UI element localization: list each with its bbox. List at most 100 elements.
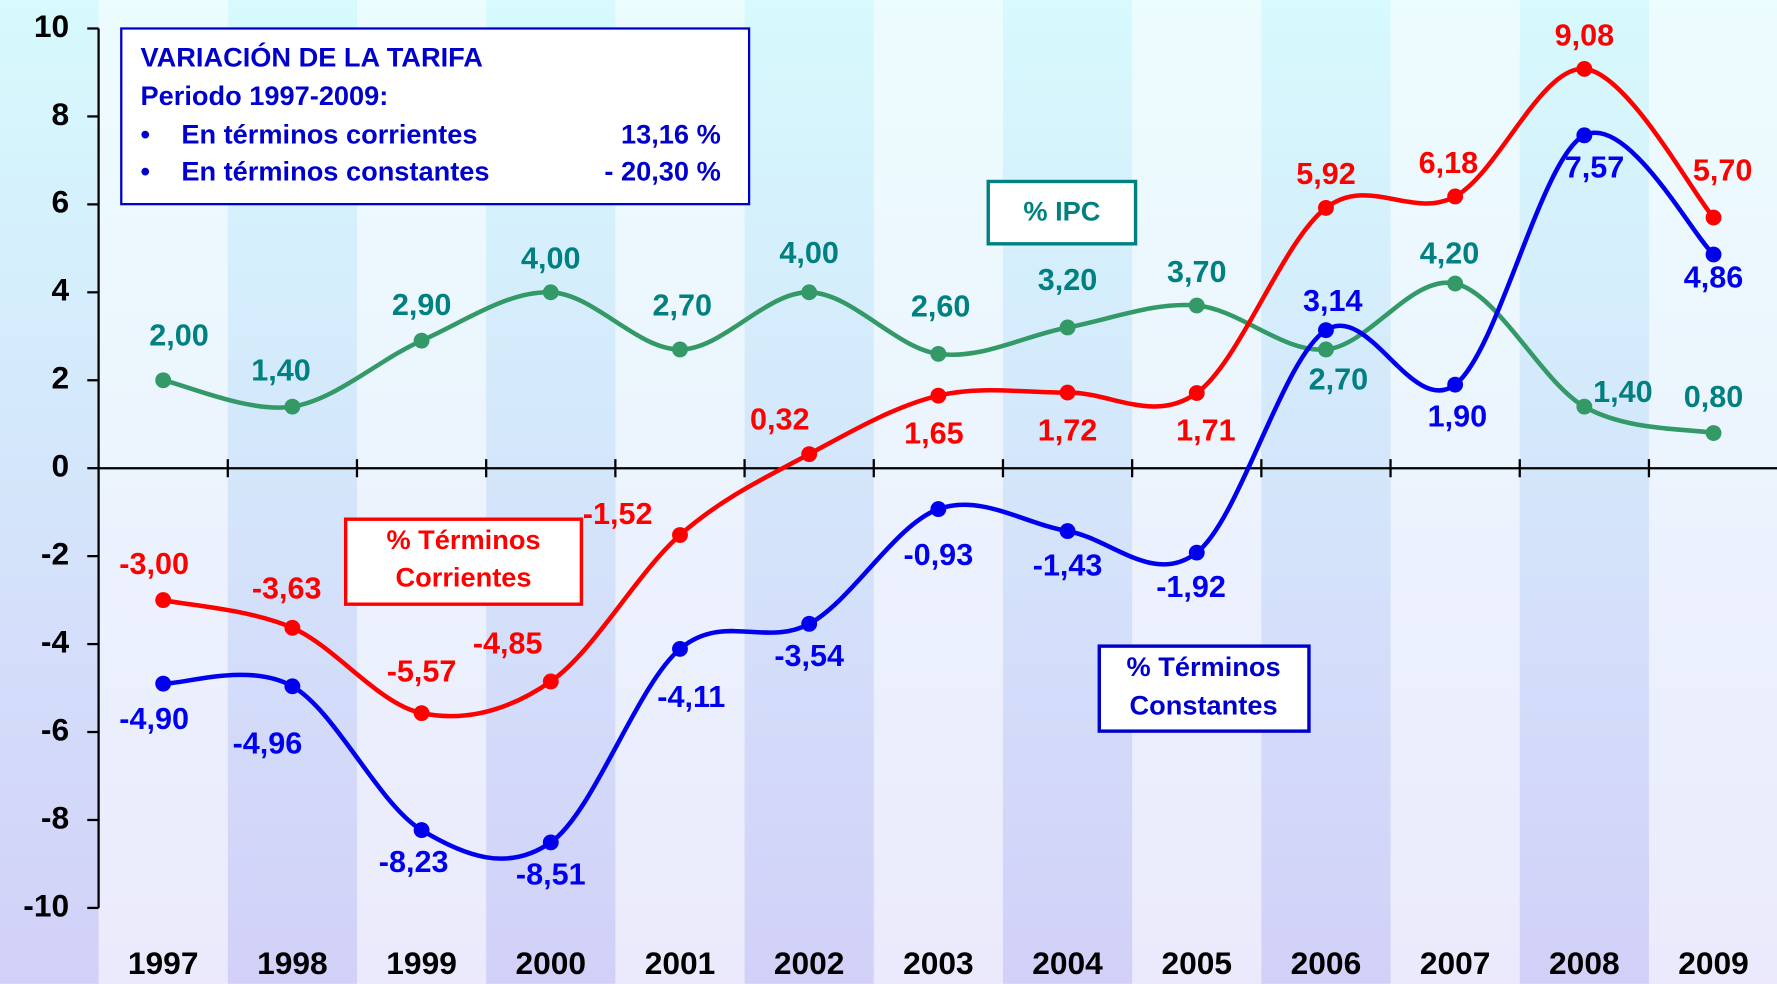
bullet: • bbox=[141, 118, 151, 149]
info-item-value: - 20,30 % bbox=[604, 156, 720, 187]
data-point bbox=[284, 619, 301, 636]
data-label: 2,00 bbox=[149, 318, 209, 352]
data-point bbox=[1318, 199, 1334, 216]
x-tick-label: 2002 bbox=[774, 945, 845, 981]
x-tick-label: 2000 bbox=[515, 945, 586, 981]
y-tick-label: -2 bbox=[41, 536, 69, 572]
data-point bbox=[1059, 523, 1076, 540]
data-label: -5,57 bbox=[387, 655, 457, 689]
data-point bbox=[284, 678, 301, 695]
data-label: 0,80 bbox=[1684, 380, 1744, 414]
stripe bbox=[1132, 0, 1262, 984]
legend-label: % Términos bbox=[1127, 651, 1281, 682]
x-tick-label: 2008 bbox=[1549, 945, 1620, 981]
data-point bbox=[1188, 297, 1205, 314]
data-point bbox=[1576, 398, 1593, 415]
data-point bbox=[284, 398, 301, 415]
data-point bbox=[413, 332, 430, 349]
data-label: -1,52 bbox=[583, 497, 653, 531]
y-tick-label: -6 bbox=[41, 711, 69, 747]
data-label: 4,20 bbox=[1420, 236, 1480, 270]
x-tick-label: 1999 bbox=[386, 945, 457, 981]
data-point bbox=[801, 446, 818, 463]
x-tick-label: 2009 bbox=[1678, 945, 1749, 981]
info-item-value: 13,16 % bbox=[621, 118, 721, 149]
data-label: -3,63 bbox=[252, 571, 322, 605]
data-label: 7,57 bbox=[1565, 150, 1625, 184]
data-point bbox=[1705, 425, 1722, 441]
data-label: 5,70 bbox=[1693, 153, 1753, 187]
data-point bbox=[801, 615, 818, 632]
data-point bbox=[155, 592, 172, 609]
data-label: 4,00 bbox=[521, 242, 581, 276]
info-item-label: En términos corrientes bbox=[181, 118, 477, 149]
data-point bbox=[542, 673, 559, 690]
data-point bbox=[1705, 209, 1722, 226]
x-tick-label: 2007 bbox=[1420, 945, 1491, 981]
legend-label: % Términos bbox=[386, 524, 540, 555]
data-point bbox=[672, 527, 688, 543]
data-point bbox=[1447, 188, 1464, 205]
data-label: -1,43 bbox=[1033, 548, 1103, 582]
legend-box bbox=[986, 179, 1138, 246]
x-tick-label: 2004 bbox=[1032, 945, 1103, 981]
stripe bbox=[1390, 0, 1520, 984]
info-item-label: En términos constantes bbox=[181, 156, 489, 187]
data-point bbox=[1447, 275, 1464, 292]
data-label: -1,92 bbox=[1156, 570, 1226, 604]
stripe bbox=[1648, 0, 1777, 984]
data-label: 4,86 bbox=[1684, 261, 1744, 295]
data-point bbox=[930, 345, 947, 362]
data-point bbox=[1318, 322, 1334, 339]
data-point bbox=[801, 284, 818, 301]
y-tick-label: 4 bbox=[51, 272, 69, 308]
info-box bbox=[120, 27, 751, 206]
y-tick-label: 8 bbox=[51, 96, 69, 132]
data-point bbox=[413, 705, 430, 722]
x-tick-label: 2005 bbox=[1161, 945, 1232, 981]
data-label: -4,11 bbox=[657, 680, 725, 714]
data-label: 1,90 bbox=[1428, 400, 1488, 434]
legend-label: % IPC bbox=[1023, 195, 1100, 226]
y-tick-label: 2 bbox=[51, 360, 69, 396]
data-point bbox=[1576, 127, 1593, 144]
data-point bbox=[1705, 246, 1722, 263]
data-label: 2,70 bbox=[1309, 362, 1369, 396]
data-label: -8,51 bbox=[516, 857, 586, 891]
data-label: 3,20 bbox=[1038, 263, 1098, 297]
data-label: 3,70 bbox=[1167, 255, 1227, 289]
data-point bbox=[1188, 385, 1205, 401]
data-point bbox=[155, 675, 172, 692]
y-tick-label: 10 bbox=[34, 8, 69, 44]
data-label: 2,60 bbox=[911, 290, 971, 324]
data-label: 5,92 bbox=[1296, 157, 1356, 191]
data-label: -3,00 bbox=[119, 547, 189, 581]
data-label: -4,96 bbox=[233, 726, 303, 760]
legend-label: Corrientes bbox=[396, 561, 532, 592]
data-label: 9,08 bbox=[1555, 18, 1615, 52]
data-label: 1,72 bbox=[1038, 413, 1098, 447]
x-tick-label: 1998 bbox=[257, 945, 328, 981]
data-point bbox=[1188, 544, 1205, 561]
data-point bbox=[1059, 384, 1076, 401]
data-label: -3,54 bbox=[774, 639, 844, 673]
data-label: -8,23 bbox=[379, 845, 449, 879]
info-subtitle: Periodo 1997-2009: bbox=[141, 80, 389, 111]
data-label: -4,90 bbox=[119, 702, 189, 736]
x-tick-label: 2003 bbox=[903, 945, 974, 981]
series-line bbox=[163, 130, 1716, 861]
data-label: 6,18 bbox=[1419, 146, 1479, 180]
data-point bbox=[672, 341, 688, 358]
data-point bbox=[1318, 341, 1334, 358]
data-point bbox=[542, 834, 559, 851]
data-point bbox=[155, 372, 172, 389]
data-point bbox=[672, 640, 688, 657]
data-label: -0,93 bbox=[904, 538, 974, 572]
series-line bbox=[162, 66, 1716, 719]
y-tick-label: 6 bbox=[51, 184, 69, 220]
data-label: -4,85 bbox=[473, 626, 543, 660]
data-label: 2,70 bbox=[652, 289, 712, 323]
x-tick-label: 2001 bbox=[645, 945, 716, 981]
data-point bbox=[930, 501, 947, 518]
